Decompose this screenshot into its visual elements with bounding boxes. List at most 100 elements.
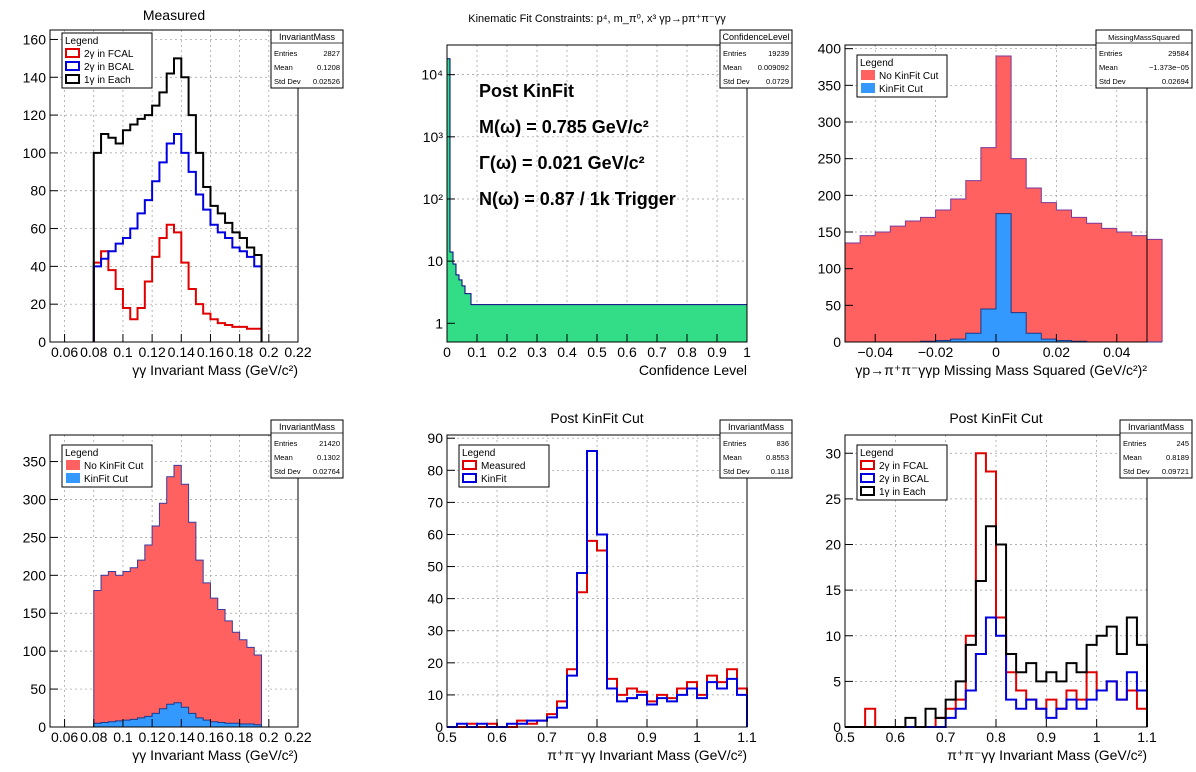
x-tick-label: 0.8 — [587, 729, 607, 745]
y-tick-label: 70 — [427, 494, 443, 510]
stats-key: Entries — [274, 439, 298, 448]
y-tick-label: 300 — [818, 114, 842, 130]
y-tick-label: 30 — [427, 623, 443, 639]
x-tick-label: 0.1 — [113, 344, 133, 360]
stats-key: Std Dev — [274, 467, 301, 476]
y-tick-label: 100 — [23, 643, 47, 659]
y-tick-label: 60 — [30, 221, 46, 237]
stats-key: Std Dev — [723, 467, 750, 476]
legend-label: 2γ in FCAL — [879, 461, 929, 472]
y-tick-label: 80 — [30, 183, 46, 199]
series-fill-1 — [447, 58, 747, 342]
x-tick-label: 0 — [992, 344, 1000, 360]
legend-label: 1γ in Each — [879, 487, 926, 498]
stats-frame — [1119, 419, 1193, 479]
y-tick-label: 350 — [818, 77, 842, 93]
stats-box: ConfidenceLevel Entries 19239 Mean 0.009092 S… — [719, 29, 793, 89]
x-tick-label: 0.5 — [437, 729, 457, 745]
stats-box: InvariantMass Entries 836 Mean 0.8553 Std Dev… — [719, 419, 793, 479]
x-tick-label: 0.12 — [138, 729, 165, 745]
x-tick-label: 0.9 — [1037, 729, 1057, 745]
legend-swatch — [462, 473, 477, 483]
series-fill-1 — [845, 56, 1163, 342]
legend-swatch — [861, 83, 875, 93]
stats-value: 836 — [776, 439, 789, 448]
stats-value: 0.118 — [771, 467, 789, 476]
x-tick-label: 0.06 — [51, 344, 78, 360]
stats-name: InvariantMass — [279, 422, 336, 432]
legend-title: Legend — [860, 448, 893, 459]
stats-key: Std Dev — [274, 77, 301, 86]
stats-frame — [270, 29, 344, 89]
x-tick-label: 1.1 — [1137, 729, 1157, 745]
x-tick-label: 0.1 — [467, 344, 487, 360]
y-tick-label: 150 — [23, 605, 47, 621]
x-tick-label: 0.1 — [113, 729, 133, 745]
y-tick-label: 90 — [427, 430, 443, 446]
y-tick-label: 1 — [435, 315, 443, 331]
x-tick-label: 0.8 — [677, 344, 697, 360]
stats-key: Std Dev — [723, 77, 750, 86]
annotation-text: M(ω) = 0.785 GeV/c² — [479, 117, 649, 137]
x-tick-label: 0.08 — [80, 344, 107, 360]
legend-swatch — [66, 460, 80, 470]
x-tick-label: −0.02 — [918, 344, 954, 360]
y-tick-label: 0 — [833, 719, 841, 735]
x-tick-label: 0.6 — [617, 344, 637, 360]
stats-value: 0.0729 — [766, 77, 789, 86]
panel-2: 0 0.1 0.2 0.3 0.4 0.5 0.6 0.7 0.8 0.9 1 1 10 10² 10³ 10… — [421, 13, 793, 378]
y-tick-label: 40 — [30, 258, 46, 274]
y-tick-label: 50 — [30, 681, 46, 697]
series-fill-1 — [93, 465, 262, 727]
legend-swatch — [65, 74, 80, 84]
x-axis-label: π⁺π⁻γγ Invariant Mass (GeV/c²) — [947, 747, 1147, 763]
legend-swatch — [65, 48, 80, 58]
legend-swatch — [65, 61, 80, 71]
panel-3: −0.04 −0.02 0 0.02 0.04 0 50 100 150 200 250 300 350… — [818, 29, 1193, 378]
y-tick-label: 60 — [427, 526, 443, 542]
y-tick-label: 100 — [23, 145, 47, 161]
y-tick-label: 160 — [23, 31, 47, 47]
stats-value: 0.8553 — [766, 453, 789, 462]
x-tick-label: 0.9 — [637, 729, 657, 745]
stats-key: Entries — [1123, 439, 1147, 448]
x-tick-label: 0.16 — [197, 729, 224, 745]
y-tick-label: 40 — [427, 591, 443, 607]
panel-1: 0.06 0.08 0.1 0.12 0.14 0.16 0.18 0.2 0.22 0 20 40 6… — [23, 7, 344, 378]
x-tick-label: 0.06 — [51, 729, 78, 745]
chart-title: Post KinFit Cut — [949, 410, 1042, 426]
stats-name: InvariantMass — [728, 422, 785, 432]
stats-key: Mean — [274, 453, 293, 462]
legend-swatch — [860, 460, 875, 470]
stats-key: Mean — [1123, 453, 1142, 462]
y-tick-label: 10 — [427, 253, 443, 269]
legend: Legend No KinFit Cut KinFit Cut — [61, 444, 153, 488]
legend-frame — [856, 444, 948, 501]
stats-key: Mean — [1099, 63, 1118, 72]
x-tick-label: 0.18 — [226, 344, 253, 360]
series-line-1 — [446, 58, 748, 342]
legend-swatch — [66, 473, 80, 483]
stats-value: 2827 — [323, 49, 340, 58]
x-axis-label: γγ Invariant Mass (GeV/c²) — [132, 747, 298, 763]
y-tick-label: 50 — [825, 297, 841, 313]
legend: Legend Measured KinFit — [458, 444, 550, 488]
stats-value: 19239 — [768, 49, 789, 58]
legend: Legend 2γ in FCAL 2γ in BCAL 1γ in Each — [856, 444, 948, 501]
legend-label: 2γ in FCAL — [84, 49, 134, 60]
chart-title: Measured — [143, 7, 205, 23]
legend-swatch — [462, 460, 477, 470]
y-tick-label: 140 — [23, 69, 47, 85]
stats-key: Mean — [723, 453, 742, 462]
series-line-3 — [92, 57, 263, 342]
y-tick-label: 25 — [825, 491, 841, 507]
x-tick-label: 0.5 — [835, 729, 855, 745]
x-tick-label: 0.7 — [647, 344, 667, 360]
x-axis-label: Confidence Level — [639, 362, 747, 378]
series-line-1 — [92, 223, 263, 342]
series-fill-2 — [845, 213, 1163, 342]
stats-key: Entries — [1099, 49, 1123, 58]
x-tick-label: 0.9 — [707, 344, 727, 360]
annotation-text: N(ω) = 0.87 / 1k Trigger — [479, 189, 676, 209]
